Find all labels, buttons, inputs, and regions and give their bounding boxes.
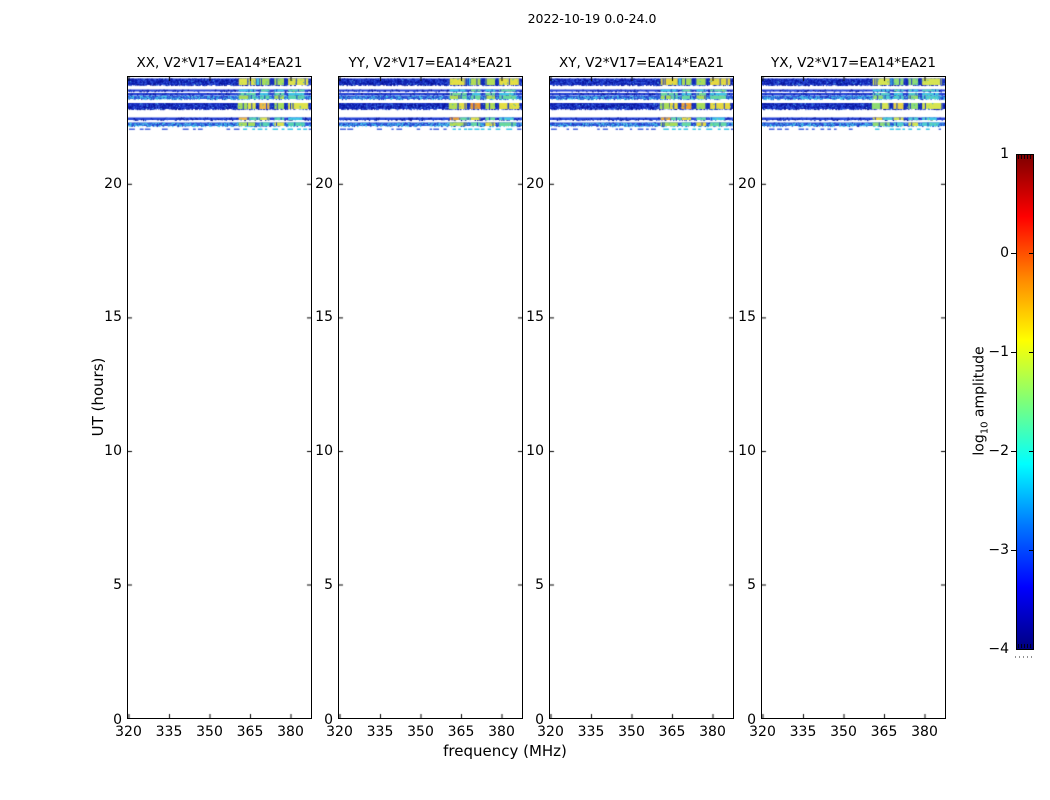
x-tick-label: 365 [871,724,898,740]
y-tick-label: 20 [315,176,333,192]
y-tick-label: 20 [738,176,756,192]
heatmap-panel-yy: YY, V2*V17=EA14*EA21 [338,76,523,719]
x-tick-label: 320 [537,724,564,740]
colorbar-tick-label: −1 [988,344,1009,360]
colorbar-label: log10 amplitude [972,346,991,455]
panel-title-xx: XX, V2*V17=EA14*EA21 [136,55,302,71]
x-tick-label: 350 [618,724,645,740]
y-tick-label: 5 [324,577,333,593]
colorbar-tick-label: −4 [988,641,1009,657]
y-tick-label: 15 [738,309,756,325]
heatmap-panel-yx: YX, V2*V17=EA14*EA21 [761,76,946,719]
colorbar-label-pre: log [972,434,988,455]
y-tick-label: 10 [315,443,333,459]
colorbar-tick [1011,253,1016,254]
heatmap-canvas-xy [550,77,733,718]
y-tick-label: 10 [104,443,122,459]
x-tick-label: 365 [448,724,475,740]
x-tick-label: 365 [659,724,686,740]
colorbar-tick [1029,550,1034,551]
x-tick-label: 320 [326,724,353,740]
x-tick-label: 320 [115,724,142,740]
x-axis-label: frequency (MHz) [443,742,567,760]
heatmap-canvas-yy [339,77,522,718]
y-axis-label: UT (hours) [89,358,107,437]
colorbar-tick [1029,451,1034,452]
y-tick-label: 15 [526,309,544,325]
colorbar-tick-label: −3 [988,542,1009,558]
x-tick-label: 380 [488,724,515,740]
y-tick-label: 10 [526,443,544,459]
colorbar-tick [1011,451,1016,452]
colorbar-label-sub: 10 [979,422,990,435]
colorbar-under-dots [1015,656,1033,658]
x-tick-label: 380 [699,724,726,740]
colorbar-tick-label: 0 [1000,245,1009,261]
colorbar-tick [1011,550,1016,551]
figure: 2022-10-19 0.0-24.0 frequency (MHz) UT (… [0,0,1050,800]
y-tick-label: 20 [526,176,544,192]
colorbar-tick-label: −2 [988,443,1009,459]
colorbar-tick [1029,352,1034,353]
x-tick-label: 320 [749,724,776,740]
y-tick-label: 15 [104,309,122,325]
heatmap-panel-xx: XX, V2*V17=EA14*EA21 [127,76,312,719]
y-tick-label: 5 [113,577,122,593]
x-tick-label: 380 [911,724,938,740]
y-tick-label: 15 [315,309,333,325]
heatmap-canvas-yx [762,77,945,718]
colorbar-label-post: amplitude [972,346,988,421]
x-tick-label: 350 [196,724,223,740]
x-tick-label: 350 [830,724,857,740]
x-tick-label: 335 [578,724,605,740]
colorbar-tick [1029,253,1034,254]
figure-title: 2022-10-19 0.0-24.0 [528,11,657,26]
colorbar-top-hatch [1018,155,1032,159]
x-tick-label: 335 [367,724,394,740]
x-tick-label: 365 [237,724,264,740]
heatmap-panel-xy: XY, V2*V17=EA14*EA21 [549,76,734,719]
x-tick-label: 335 [790,724,817,740]
y-tick-label: 20 [104,176,122,192]
x-tick-label: 335 [156,724,183,740]
x-tick-label: 380 [277,724,304,740]
y-tick-label: 10 [738,443,756,459]
panel-title-xy: XY, V2*V17=EA14*EA21 [559,55,724,71]
x-tick-label: 350 [407,724,434,740]
y-tick-label: 5 [747,577,756,593]
colorbar-bottom-hatch [1018,644,1032,648]
colorbar-tick [1011,352,1016,353]
y-tick-label: 5 [535,577,544,593]
heatmap-canvas-xx [128,77,311,718]
panel-title-yx: YX, V2*V17=EA14*EA21 [771,55,936,71]
panel-title-yy: YY, V2*V17=EA14*EA21 [348,55,512,71]
colorbar-tick-label: 1 [1000,146,1009,162]
colorbar [1016,154,1034,650]
